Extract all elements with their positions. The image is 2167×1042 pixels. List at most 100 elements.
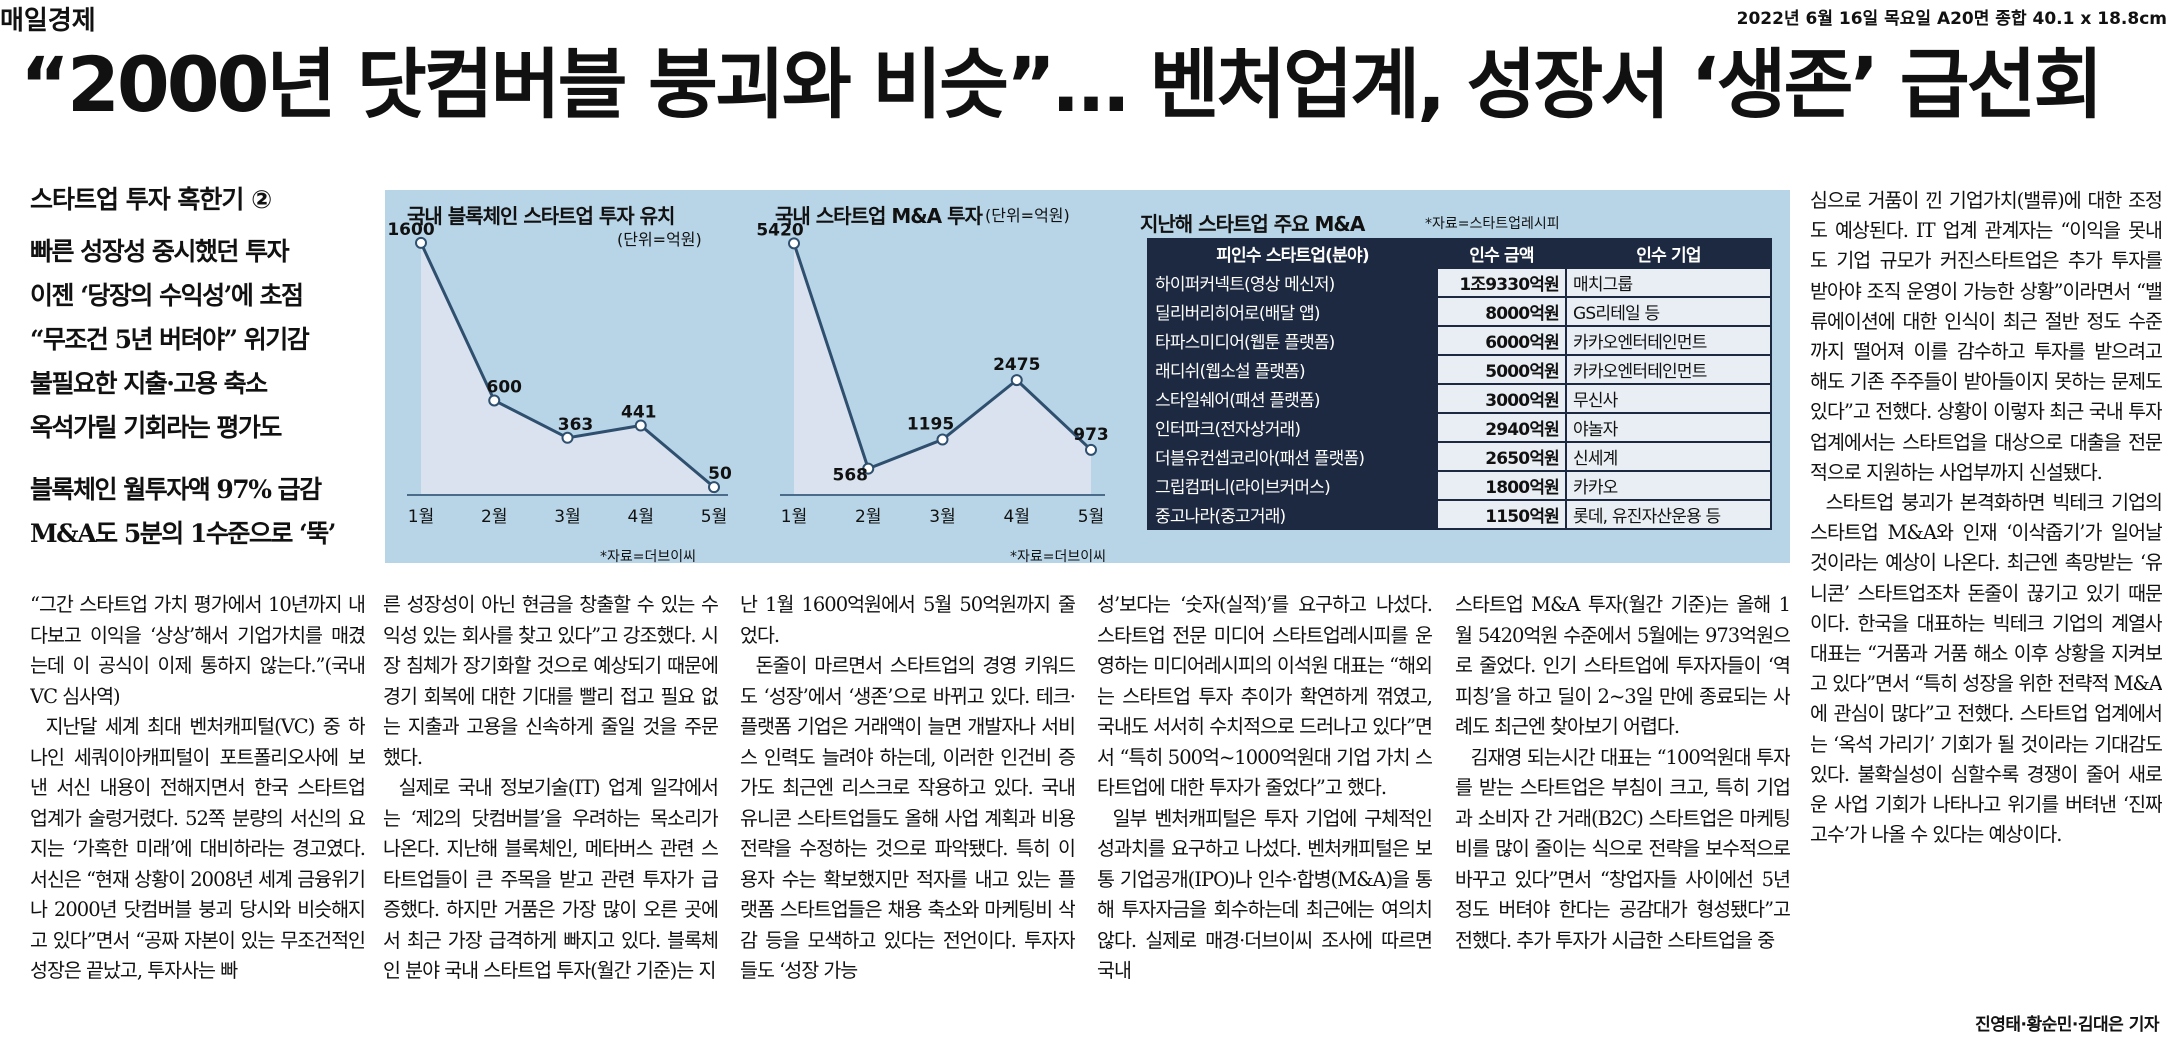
- chart1-point: [415, 236, 427, 249]
- chart1-point: [561, 431, 574, 444]
- chart1-data-label: 600: [487, 377, 523, 397]
- chart2-tick-label: 1월: [781, 507, 807, 527]
- table-row: 중고나라(중고거래) 1150억원 롯데, 유진자산운용 등: [1147, 499, 1772, 530]
- table-cell: 야놀자: [1565, 412, 1772, 443]
- table-cell: 신세계: [1565, 441, 1772, 472]
- table-cell: GS리테일 등: [1565, 296, 1772, 327]
- subhead-line: 옥석가릴 기회라는 평가도: [30, 413, 282, 442]
- chart1-tick-label: 1월: [408, 507, 434, 527]
- subhead-line: 빠른 성장성 중시했던 투자: [30, 237, 290, 266]
- table-cell: 스타일쉐어(패션 플랫폼): [1147, 383, 1438, 414]
- table-row: 래디쉬(웹소설 플랫폼) 5000억원 카카오엔터테인먼트: [1147, 354, 1772, 385]
- chart1-unit: (단위=억원): [617, 230, 702, 249]
- table-cell: 딜리버리히어로(배달 앱): [1147, 296, 1438, 327]
- table-cell: 3000억원: [1436, 383, 1567, 414]
- table-cell: 카카오엔터테인먼트: [1565, 354, 1772, 385]
- table-cell: 타파스미디어(웹툰 플랫폼): [1147, 325, 1438, 356]
- chart1-tick-label: 4월: [628, 507, 654, 527]
- table-cell: 1150억원: [1436, 499, 1567, 530]
- charts-svg: 1600 1월 600 2월 363 3월 441 4월 50 5월 5420 1월 568 2월 1195…: [387, 220, 1109, 527]
- chart1-tick-label: 5월: [701, 507, 727, 527]
- table-row: 타파스미디어(웹툰 플랫폼) 6000억원 카카오엔터테인먼트: [1147, 325, 1772, 356]
- subhead-line: 블록체인 월투자액 97% 급감: [30, 475, 322, 504]
- table-cell: 매치그룹: [1565, 267, 1772, 298]
- paragraph: 일부 벤처캐피털은 투자 기업에 구체적인 성과치를 요구하고 나섰다. 벤처캐…: [1097, 806, 1432, 983]
- series-label: 스타트업 투자 혹한기 ②: [30, 185, 272, 214]
- body-column-5: 스타트업 M&A 투자(월간 기준)는 올해 1월 5420억원 수준에서 5월…: [1455, 590, 1790, 1042]
- table-header-cell: 피인수 스타트업(분야): [1147, 238, 1438, 269]
- table-cell: 중고나라(중고거래): [1147, 499, 1438, 530]
- table-header-cell: 인수 기업: [1565, 238, 1772, 269]
- chart2-area: [794, 243, 1091, 495]
- subhead-line: 이젠 ‘당장의 수익성’에 초점: [30, 281, 304, 310]
- chart2-data-label: 2475: [993, 355, 1040, 375]
- infographic: 국내 블록체인 스타트업 투자 유치 (단위=억원) *자료=더브이씨 국내 스…: [385, 190, 1790, 565]
- chart2-tick-label: 3월: [929, 507, 955, 527]
- table-cell: 1800억원: [1436, 470, 1567, 501]
- chart1-source: *자료=더브이씨: [600, 549, 697, 565]
- table-header-row: 피인수 스타트업(분야) 인수 금액 인수 기업: [1147, 238, 1772, 269]
- table-row: 인터파크(전자상거래) 2940억원 야놀자: [1147, 412, 1772, 443]
- table-cell: 2940억원: [1436, 412, 1567, 443]
- table-cell: 인터파크(전자상거래): [1147, 412, 1438, 443]
- table-cell: 5000억원: [1436, 354, 1567, 385]
- chart2-point: [862, 462, 875, 475]
- table-row: 스타일쉐어(패션 플랫폼) 3000억원 무신사: [1147, 383, 1772, 414]
- chart2-source: *자료=더브이씨: [1010, 549, 1107, 565]
- paragraph: 른 성장성이 아닌 현금을 창출할 수 있는 수익성 있는 회사를 찾고 있다”…: [383, 593, 718, 769]
- paragraph: 실제로 국내 정보기술(IT) 업계 일각에서는 ‘제2의 닷컴버블’을 우려하…: [383, 776, 718, 982]
- chart1-area: [421, 242, 714, 495]
- chart2-data-label: 5420: [756, 220, 803, 240]
- paragraph: 돈줄이 마르면서 스타트업의 경영 키워드도 ‘성장’에서 ‘생존’으로 바뀌고…: [740, 654, 1075, 982]
- chart1-data-label: 50: [708, 464, 732, 484]
- body-column-1: “그간 스타트업 가치 평가에서 10년까지 내다보고 이익을 ‘상상’해서 기…: [30, 590, 365, 1042]
- subhead-line: 불필요한 지출·고용 축소: [30, 369, 268, 398]
- table-source: *자료=스타트업레시피: [1425, 216, 1560, 232]
- table-cell: 8000억원: [1436, 296, 1567, 327]
- chart2-data-label: 1195: [907, 415, 954, 435]
- table-cell: 6000억원: [1436, 325, 1567, 356]
- table-row: 하이퍼커넥트(영상 메신저) 1조9330억원 매치그룹: [1147, 267, 1772, 298]
- body-column-4: 성’보다는 ‘숫자(실적)’를 요구하고 나섰다. 스타트업 전문 미디어 스타…: [1097, 590, 1432, 1042]
- chart1-data-label: 441: [621, 403, 657, 423]
- paragraph: 스타트업 붕괴가 본격화하면 빅테크 기업의 스타트업 M&A와 인재 ‘이삭줍…: [1810, 491, 2162, 847]
- chart2-data-label: 568: [833, 466, 869, 486]
- table-cell: 롯데, 유진자산운용 등: [1565, 499, 1772, 530]
- paragraph: 지난달 세계 최대 벤처캐피털(VC) 중 하나인 세쿼이아캐피털이 포트폴리오…: [30, 715, 365, 982]
- chart1-data-label: 363: [558, 415, 594, 435]
- table-row: 딜리버리히어로(배달 앱) 8000억원 GS리테일 등: [1147, 296, 1772, 327]
- byline: 진영태·황순민·김대은 기자: [1967, 1010, 2159, 1035]
- headline: “2000년 닷컴버블 붕괴와 비슷”… 벤처업계, 성장서 ‘생존’ 급선회: [20, 40, 2104, 129]
- chart2-tick-label: 4월: [1004, 507, 1030, 527]
- chart1-tick-label: 3월: [554, 507, 580, 527]
- chart2-point: [936, 433, 949, 446]
- chart1-tick-label: 2월: [481, 507, 507, 527]
- paragraph: 성’보다는 ‘숫자(실적)’를 요구하고 나섰다. 스타트업 전문 미디어 스타…: [1097, 593, 1432, 799]
- chart2-point: [788, 237, 800, 250]
- chart1-data-label: 1600: [387, 220, 434, 240]
- table-cell: 그립컴퍼니(라이브커머스): [1147, 470, 1438, 501]
- table-header-cell: 인수 금액: [1436, 238, 1567, 269]
- body-column-6: 심으로 거품이 낀 기업가치(밸류)에 대한 조정도 예상된다. IT 업계 관…: [1810, 186, 2162, 1042]
- subhead-line: “무조건 5년 버텨야” 위기감: [30, 325, 310, 354]
- date-line: 2022년 6월 16일 목요일 A20면 종합 40.1 x 18.8cm: [1736, 9, 2167, 29]
- table-cell: 래디쉬(웹소설 플랫폼): [1147, 354, 1438, 385]
- chart1-point: [634, 419, 647, 432]
- masthead: 매일경제 2022년 6월 16일 목요일 A20면 종합 40.1 x 18.…: [0, 0, 2167, 36]
- table-cell: 하이퍼커넥트(영상 메신저): [1147, 267, 1438, 298]
- chart2-data-label: 973: [1073, 425, 1109, 445]
- table-cell: 1조9330억원: [1436, 267, 1567, 298]
- paragraph: 심으로 거품이 낀 기업가치(밸류)에 대한 조정도 예상된다. IT 업계 관…: [1810, 189, 2162, 484]
- paragraph: 김재영 되는시간 대표는 “100억원대 투자를 받는 스타트업은 부침이 크고…: [1455, 745, 1790, 952]
- chart1-title: 국내 블록체인 스타트업 투자 유치: [407, 204, 675, 228]
- body-column-3: 난 1월 1600억원에서 5월 50억원까지 줄었다. 돈줄이 마르면서 스타…: [740, 590, 1075, 1042]
- body-column-2: 른 성장성이 아닌 현금을 창출할 수 있는 수익성 있는 회사를 찾고 있다”…: [383, 590, 718, 1042]
- chart2-tick-label: 2월: [855, 507, 881, 527]
- chart2-point: [1010, 374, 1023, 387]
- chart1-point: [708, 481, 720, 494]
- subhead-box: 스타트업 투자 혹한기 ② 빠른 성장성 중시했던 투자 이젠 ‘당장의 수익성…: [30, 180, 375, 556]
- chart2-tick-label: 5월: [1078, 507, 1104, 527]
- table-row: 그립컴퍼니(라이브커머스) 1800억원 카카오: [1147, 470, 1772, 501]
- table-cell: 더블유컨셉코리아(패션 플랫폼): [1147, 441, 1438, 472]
- chart2-unit: (단위=억원): [985, 206, 1070, 225]
